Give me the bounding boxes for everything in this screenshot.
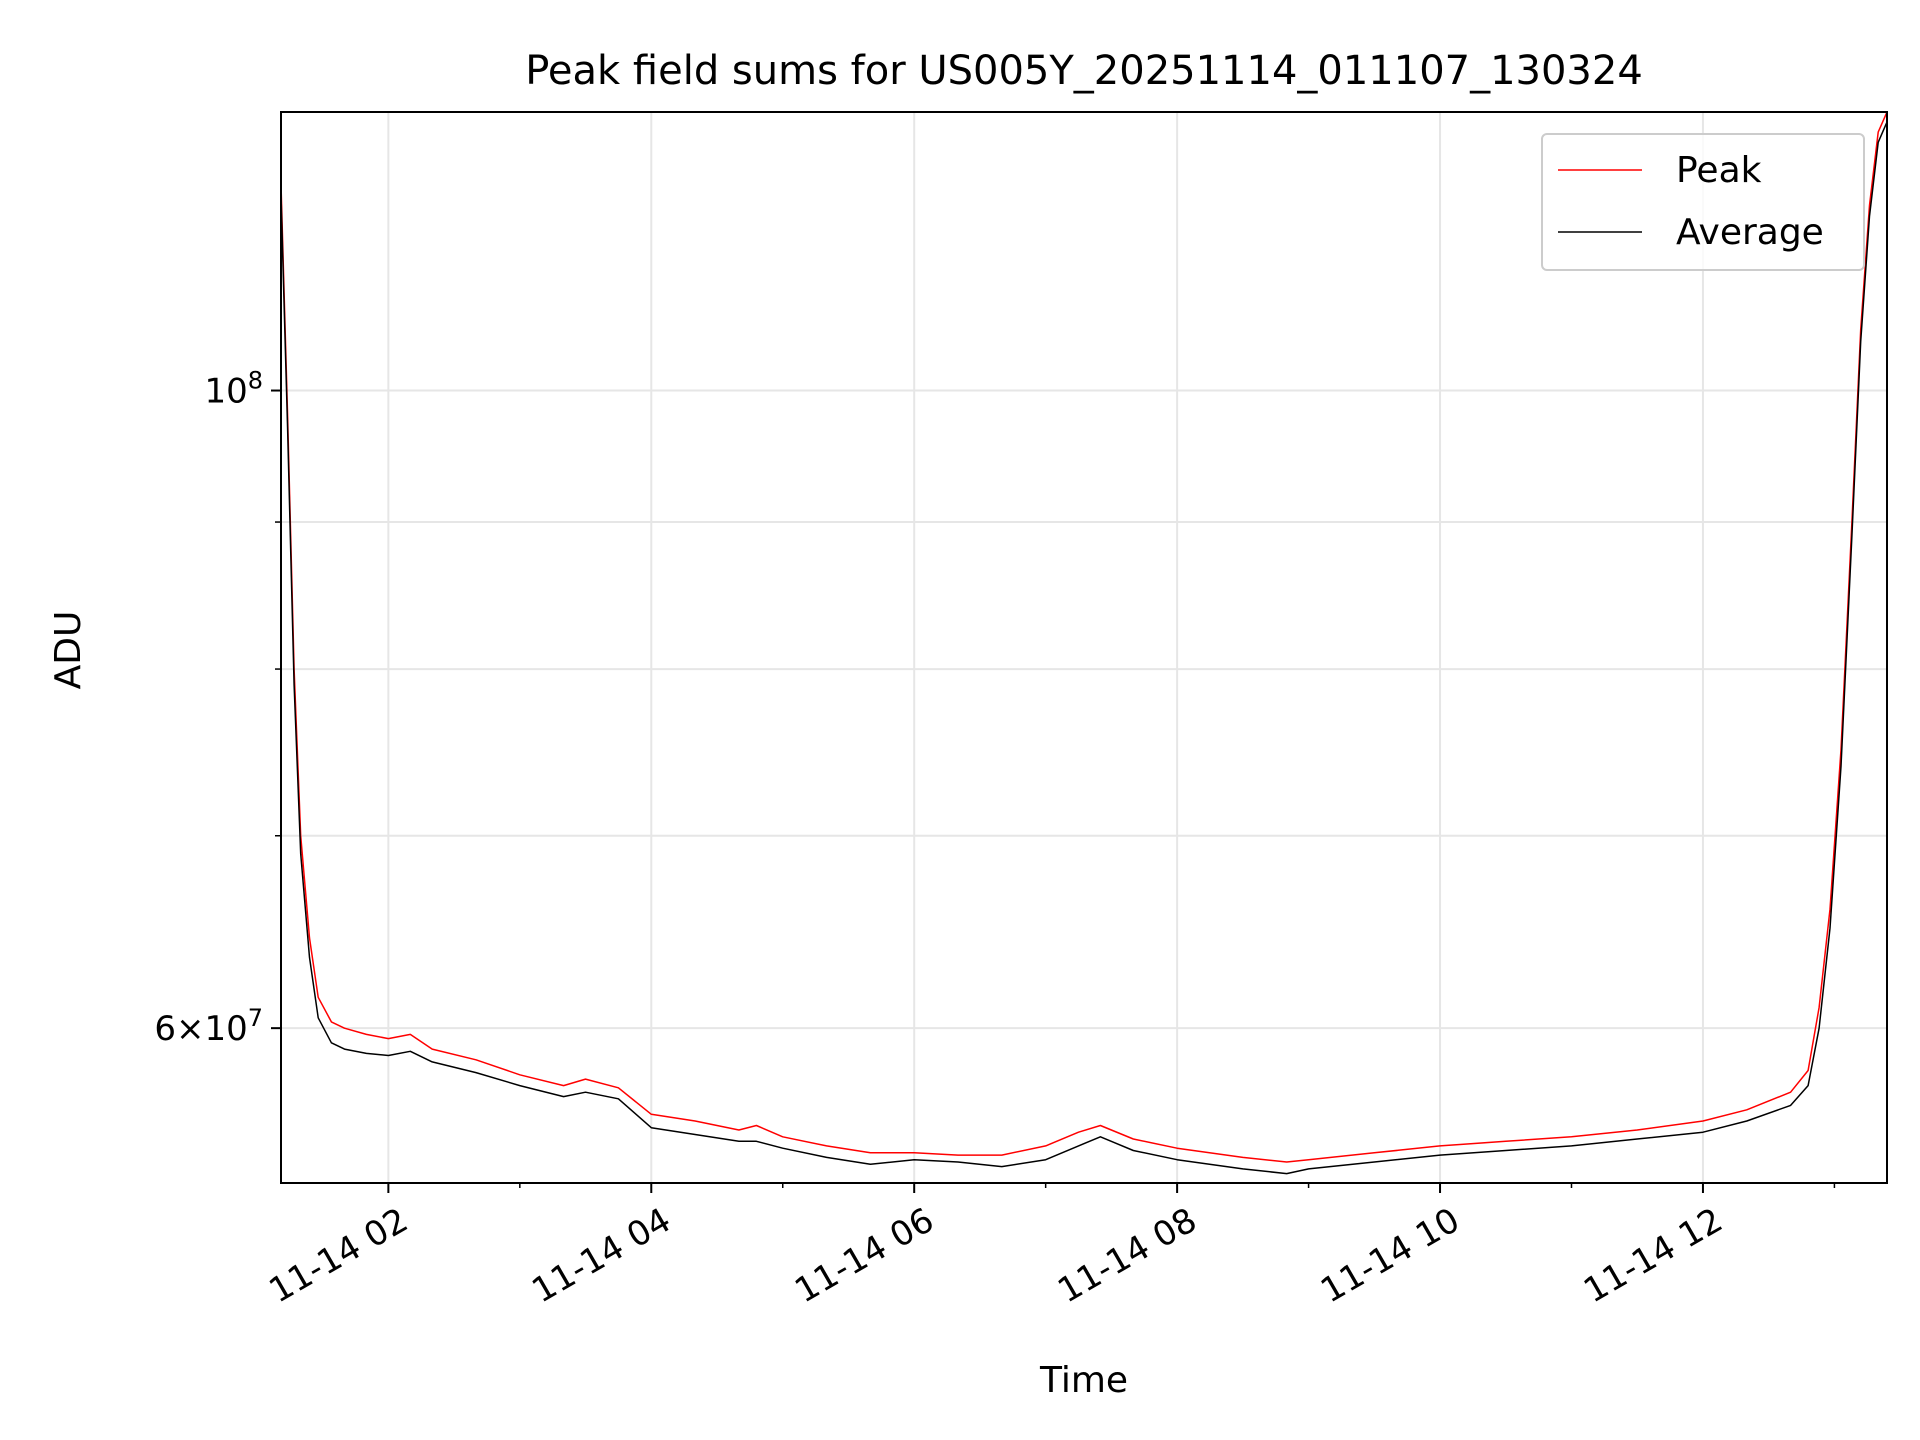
series-line-average xyxy=(281,121,1887,1175)
y-axis-ticks: 108 6×107 xyxy=(154,367,281,1049)
y-axis-label: ADU xyxy=(48,611,89,690)
plot-series xyxy=(281,112,1887,1175)
x-axis-label: Time xyxy=(1039,1360,1128,1401)
chart-title: Peak field sums for US005Y_20251114_0111… xyxy=(525,48,1643,94)
legend-label-average: Average xyxy=(1676,212,1824,253)
grid-lines xyxy=(281,112,1887,1183)
legend: Peak Average xyxy=(1541,133,1865,271)
y-tick-label-1: 6×107 xyxy=(154,1004,263,1049)
plot-area-frame xyxy=(280,111,1888,1184)
legend-label-peak: Peak xyxy=(1676,150,1762,191)
series-line-peak xyxy=(281,112,1887,1163)
y-tick-label-0: 108 xyxy=(204,367,263,412)
legend-box xyxy=(1541,133,1865,271)
